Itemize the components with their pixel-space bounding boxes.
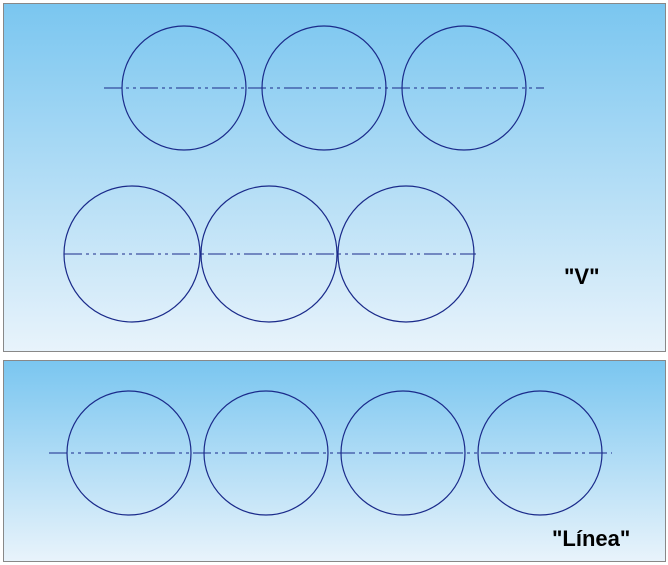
label-v: "V" [564, 264, 600, 290]
panel-linea-configuration: "Línea" [3, 360, 666, 562]
panel-v-configuration: "V" [3, 3, 666, 352]
diagram-v [4, 4, 665, 351]
label-linea: "Línea" [552, 526, 630, 552]
